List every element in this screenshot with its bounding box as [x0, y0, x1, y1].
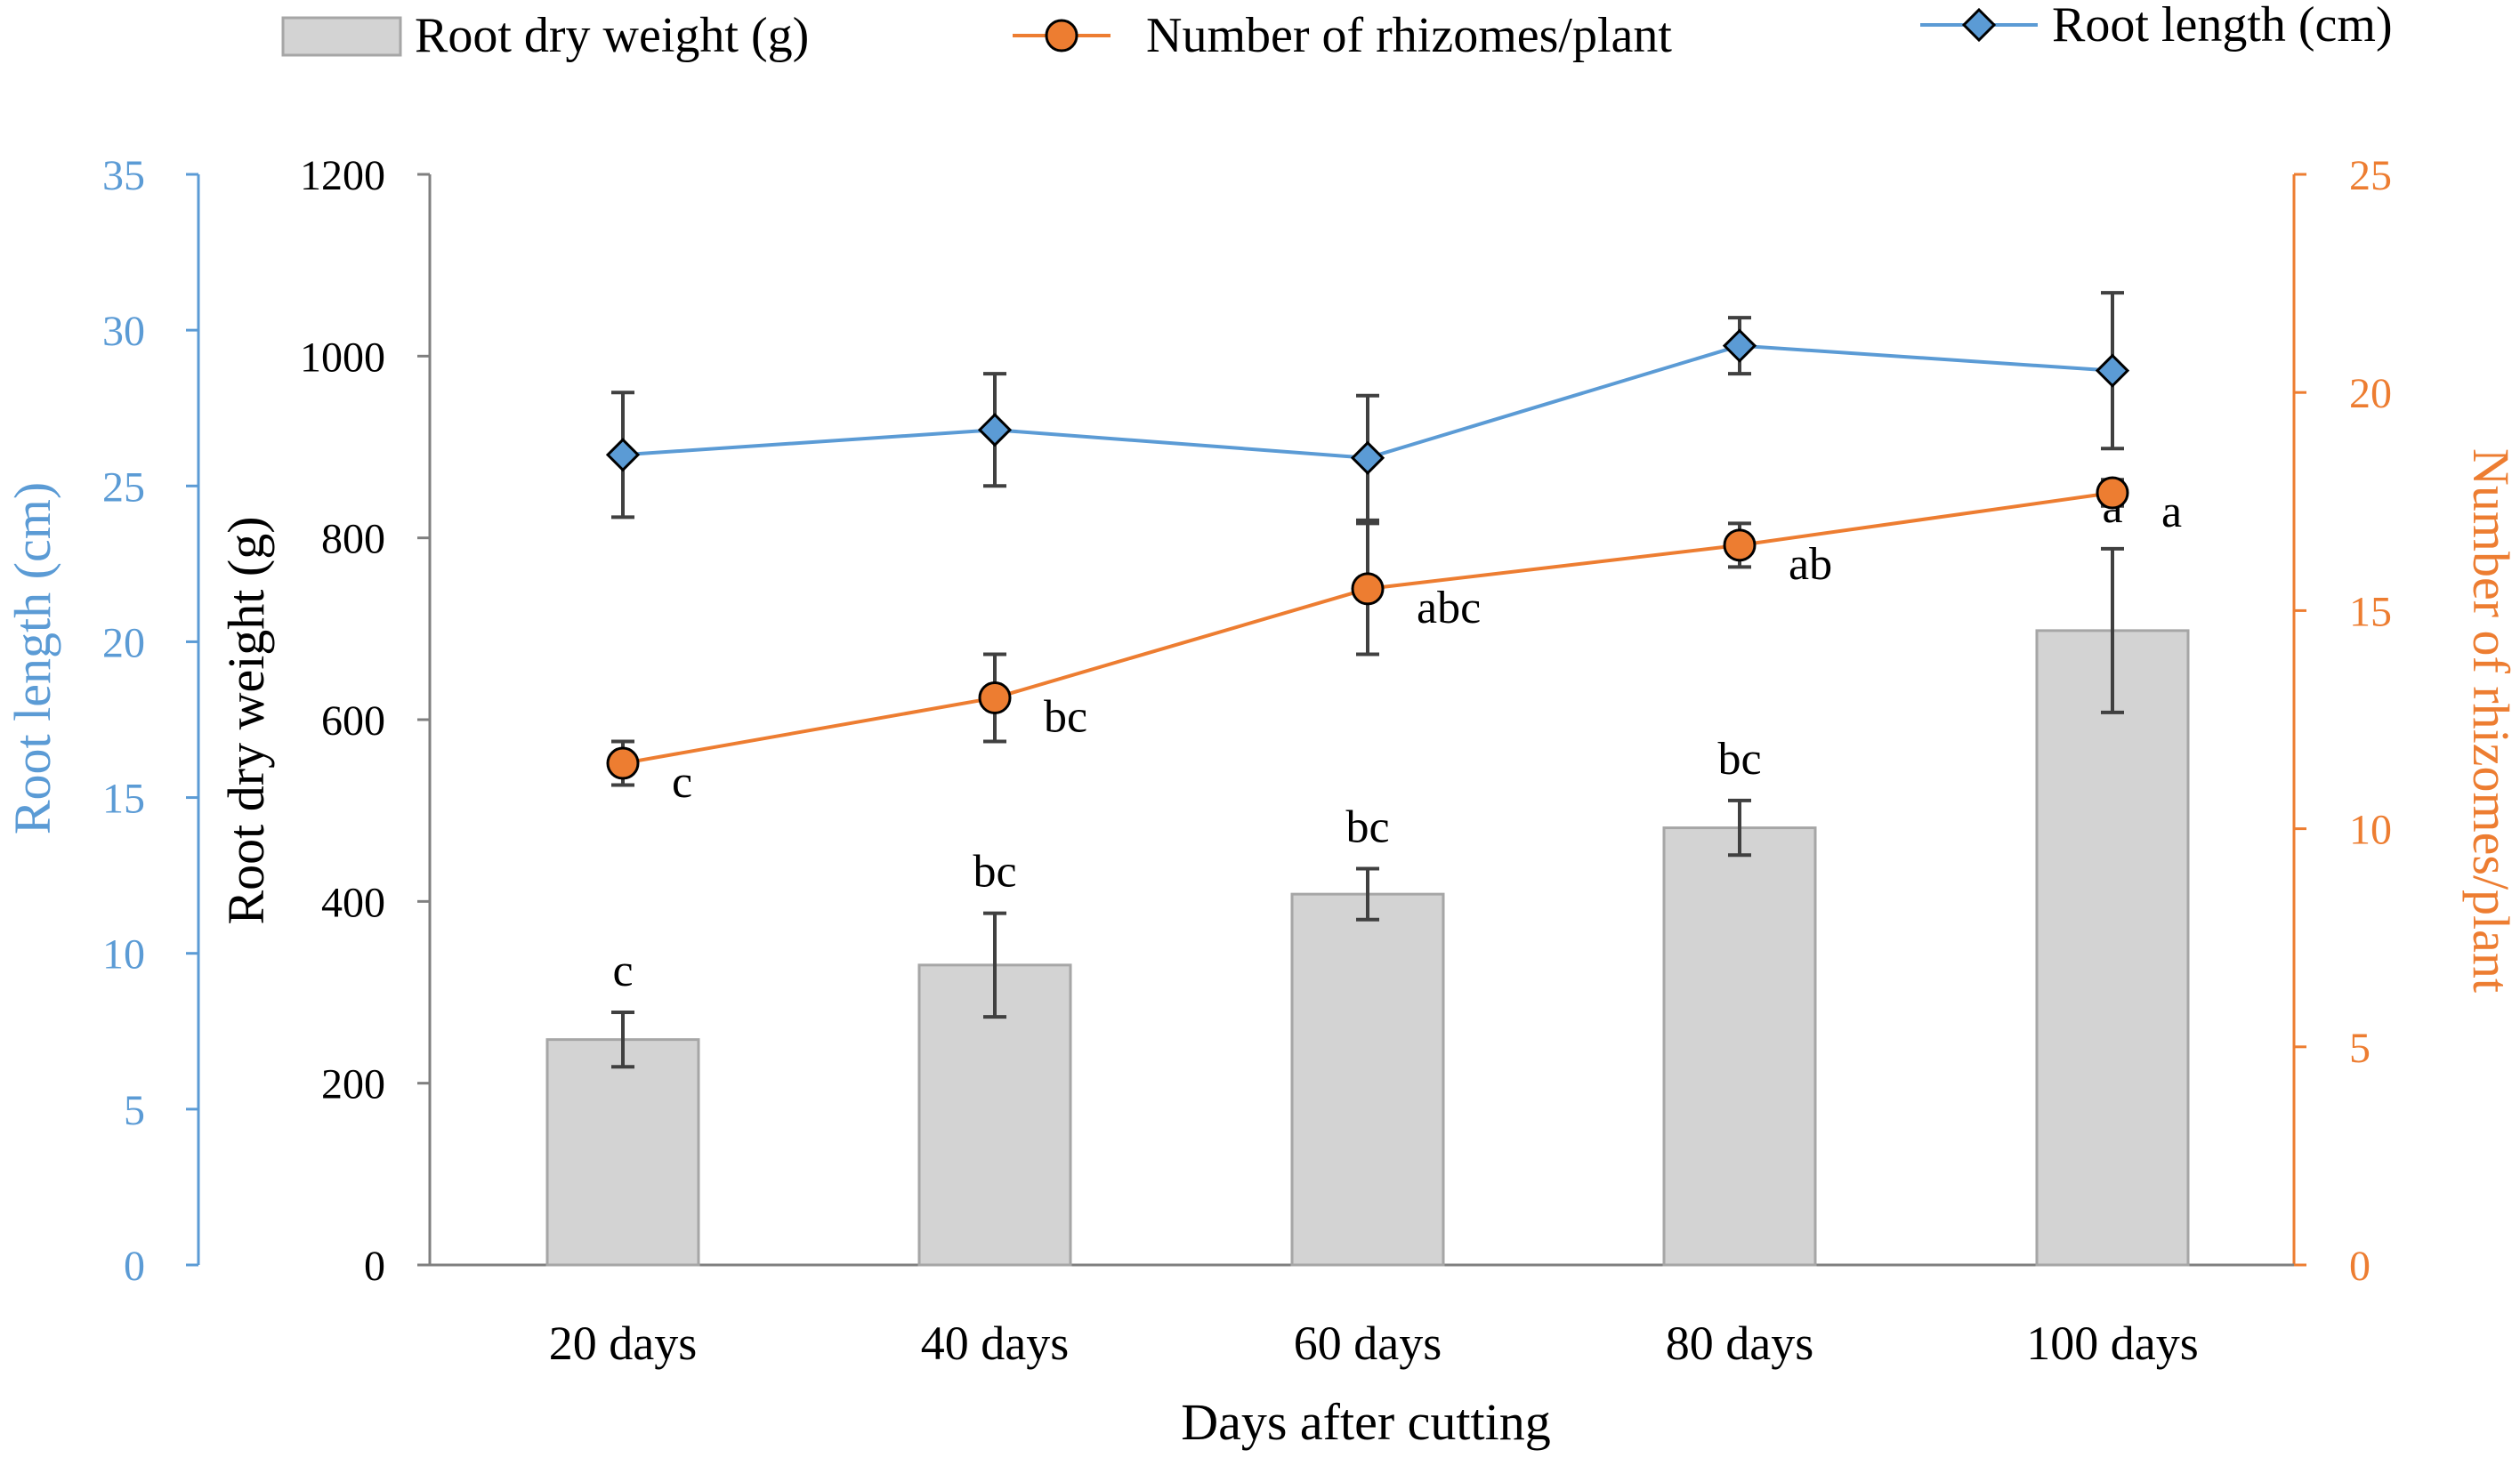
legend-label-rhizomes: Number of rhizomes/plant: [1146, 8, 1672, 63]
root-length-tick-label: 15: [102, 776, 145, 823]
rhizomes-tick-label: 5: [2349, 1025, 2371, 1072]
bar: [545, 1038, 700, 1267]
rhizomes-point: [2096, 476, 2129, 510]
rhizomes-tick-label: 10: [2349, 807, 2392, 854]
x-tick-label: 100 days: [2026, 1317, 2198, 1370]
rhizomes-point: [1723, 528, 1757, 562]
x-axis-title: Days after cutting: [1181, 1393, 1551, 1451]
root-length-tick-label: 10: [102, 931, 145, 979]
rhizomes-point: [606, 746, 640, 780]
legend-swatch-root-length-marker: [1961, 7, 1997, 43]
bar-significance-label: bc: [1345, 802, 1389, 853]
root-length-tick-label: 20: [102, 619, 145, 666]
dry-weight-tick-label: 400: [321, 879, 385, 926]
x-tick-label: 40 days: [921, 1317, 1069, 1370]
dry-weight-tick-label: 600: [321, 697, 385, 745]
dry-weight-tick-label: 1000: [300, 334, 385, 381]
rhizomes-significance-label: bc: [1044, 691, 1087, 742]
dry-weight-tick-label: 0: [364, 1243, 385, 1290]
root-length-tick-label: 5: [124, 1087, 145, 1134]
root-length-tick-label: 30: [102, 308, 145, 355]
rhizomes-significance-label: a: [2161, 487, 2182, 537]
rhizomes-point: [978, 681, 1012, 714]
dry-weight-axis-title: Root dry weight (g): [217, 516, 275, 924]
x-tick-label: 20 days: [549, 1317, 697, 1370]
dry-weight-tick-label: 1200: [300, 152, 385, 199]
root-length-tick-label: 0: [124, 1243, 145, 1290]
rhizomes-significance-label: abc: [1417, 583, 1481, 633]
root-length-point: [977, 413, 1013, 447]
rhizomes-tick-label: 15: [2349, 588, 2392, 635]
rhizomes-axis-title: Number of rhizomes/plant: [2462, 448, 2520, 993]
rhizomes-tick-label: 0: [2349, 1243, 2371, 1290]
root-length-point: [1722, 328, 1757, 363]
dry-weight-tick-label: 800: [321, 516, 385, 563]
legend-swatch-rhizomes-marker: [1045, 19, 1078, 52]
axis-titles: Days after cutting Root length (cm) Root d…: [4, 448, 2520, 1451]
bar: [2035, 629, 2190, 1267]
root-length-tick-label: 25: [102, 463, 145, 511]
bar: [1662, 826, 1817, 1267]
legend-swatch-bar: [281, 16, 402, 57]
legend: Root dry weight (g) Number of rhizomes/pl…: [281, 0, 2393, 63]
rhizomes-tick-label: 25: [2349, 152, 2392, 199]
root-length-point: [2095, 353, 2130, 388]
x-tick-label: 80 days: [1666, 1317, 1813, 1370]
rhizomes-tick-label: 20: [2349, 370, 2392, 417]
legend-label-root-length: Root length (cm): [2052, 0, 2393, 52]
root-length-point: [605, 438, 641, 472]
axes: 0 5 10 15 20 25 30 35 0 200 400 600 800 1000 1200 0 5 10 1…: [102, 152, 2392, 1370]
line-series: c bc abc ab a: [605, 291, 2182, 808]
rhizomes-point: [1351, 572, 1385, 606]
root-length-axis-title: Root length (cm): [4, 482, 61, 834]
dry-weight-tick-label: 200: [321, 1061, 385, 1108]
legend-label-dry-weight: Root dry weight (g): [415, 8, 809, 63]
x-tick-label: 60 days: [1294, 1317, 1442, 1370]
root-length-point: [1350, 440, 1385, 475]
bar-significance-label: c: [612, 946, 633, 996]
bar-significance-label: bc: [973, 847, 1016, 898]
bar-series: c bc bc bc a: [545, 482, 2190, 1267]
rhizomes-significance-label: c: [672, 757, 692, 808]
bar: [1290, 892, 1445, 1267]
root-length-tick-label: 35: [102, 152, 145, 199]
bar-significance-label: bc: [1717, 734, 1761, 785]
rhizomes-significance-label: ab: [1789, 539, 1832, 590]
